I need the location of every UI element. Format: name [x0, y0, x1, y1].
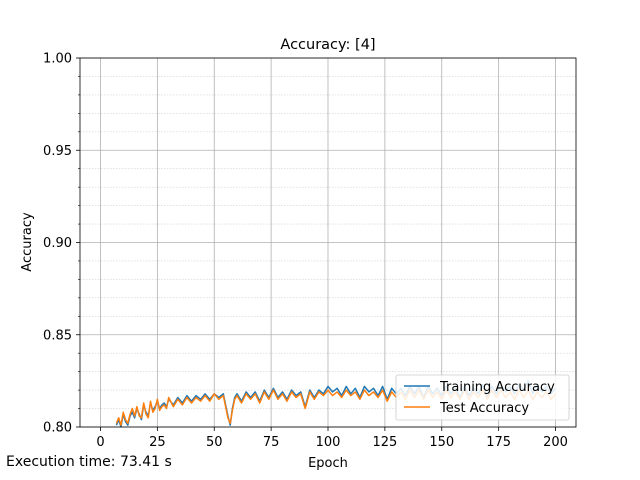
legend-box	[395, 374, 570, 421]
y-tick-label: 0.90	[43, 236, 72, 251]
y-tick-label: 0.95	[43, 144, 72, 159]
y-axis-label: Accuracy	[20, 212, 35, 272]
y-tick-label: 0.85	[43, 328, 72, 343]
execution-time-label: Execution time: 73.41 s	[6, 454, 172, 470]
y-tick-label: 0.80	[43, 421, 72, 436]
x-tick-label: 50	[206, 435, 223, 450]
x-tick-label: 200	[543, 435, 568, 450]
x-tick-label: 100	[316, 435, 341, 450]
x-axis-ticks: 0 25 50 75 100 125 150 175 200	[96, 427, 568, 450]
x-tick-label: 175	[486, 435, 511, 450]
y-axis-ticks: 0.80 0.85 0.90 0.95 1.00	[43, 52, 80, 436]
legend: Training Accuracy Test Accuracy	[395, 374, 570, 421]
x-tick-label: 150	[429, 435, 454, 450]
chart-title: Accuracy: [4]	[280, 37, 375, 53]
x-tick-label: 0	[96, 435, 104, 450]
x-tick-label: 25	[149, 435, 166, 450]
y-tick-label: 1.00	[43, 52, 72, 67]
x-tick-label: 75	[263, 435, 280, 450]
x-axis-label: Epoch	[308, 456, 348, 471]
legend-label-training: Training Accuracy	[439, 380, 555, 395]
x-tick-label: 125	[372, 435, 397, 450]
legend-label-test: Test Accuracy	[439, 401, 529, 416]
